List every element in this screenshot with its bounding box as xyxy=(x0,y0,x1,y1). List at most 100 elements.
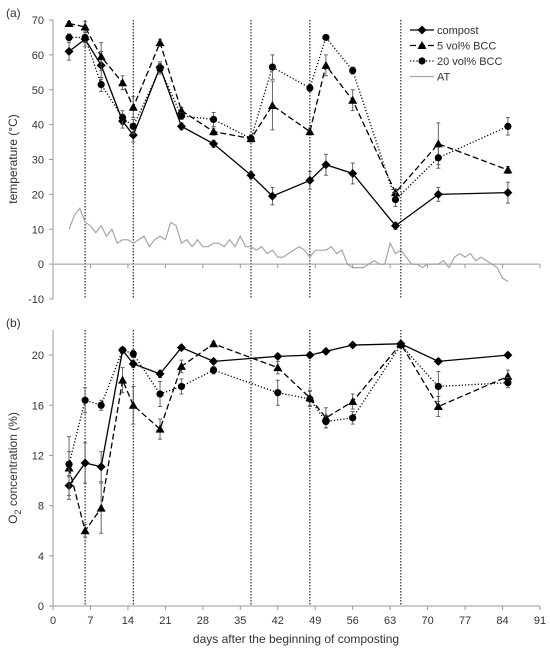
oxygen-point-20-vol-bcc xyxy=(97,401,105,409)
temperature-point-5-vol-bcc xyxy=(176,106,186,115)
temperature-point-compost xyxy=(348,168,358,178)
oxygen-point-5-vol-bcc xyxy=(96,503,106,512)
temperature-line-at xyxy=(68,207,509,283)
panel-a-label: (a) xyxy=(6,6,21,20)
oxygen-point-compost xyxy=(80,458,90,468)
oxygen-point-20-vol-bcc xyxy=(306,395,314,403)
temperature-point-20-vol-bcc xyxy=(177,112,186,120)
oxygen-point-5-vol-bcc xyxy=(348,397,358,406)
temperature-point-5-vol-bcc xyxy=(391,188,401,197)
legend-marker-20-vol-bcc xyxy=(418,57,426,65)
oxygen-point-5-vol-bcc xyxy=(433,402,443,411)
temperature-point-5-vol-bcc xyxy=(348,95,358,104)
oxygen-series-5-vol-bcc xyxy=(64,339,513,538)
temperature-y-tick-label: 10 xyxy=(32,224,44,236)
temperature-point-5-vol-bcc xyxy=(80,22,90,31)
x-tick-label: 42 xyxy=(272,615,284,627)
oxygen-plot-area xyxy=(64,339,513,538)
temperature-point-5-vol-bcc xyxy=(267,100,277,109)
oxygen-point-20-vol-bcc xyxy=(434,382,442,391)
temperature-point-5-vol-bcc xyxy=(321,60,331,69)
temperature-line-20-vol-bcc xyxy=(69,36,509,201)
oxygen-point-5-vol-bcc xyxy=(128,400,138,409)
temperature-plot-area xyxy=(64,20,513,283)
temperature-point-compost xyxy=(433,189,443,199)
oxygen-y-tick-label: 0 xyxy=(38,601,44,613)
oxygen-point-5-vol-bcc xyxy=(118,375,128,384)
temperature-point-5-vol-bcc xyxy=(64,20,74,27)
temperature-point-20-vol-bcc xyxy=(306,84,314,92)
oxygen-y-tick-label: 4 xyxy=(38,551,44,563)
x-tick-label: 77 xyxy=(459,615,471,627)
legend-label-at: AT xyxy=(437,72,451,84)
temperature-point-compost xyxy=(64,46,74,56)
temperature-point-compost xyxy=(128,130,138,140)
oxygen-point-compost xyxy=(273,351,283,361)
x-tick-label: 70 xyxy=(421,615,433,627)
legend-marker-5-vol-bcc xyxy=(417,41,427,49)
oxygen-point-compost xyxy=(503,350,513,360)
oxygen-point-5-vol-bcc xyxy=(80,526,90,535)
oxygen-point-5-vol-bcc xyxy=(176,361,186,370)
temperature-y-tick-label: -10 xyxy=(28,294,44,306)
x-tick-label: 63 xyxy=(384,615,396,627)
temperature-point-20-vol-bcc xyxy=(97,80,105,89)
temperature-line-5-vol-bcc xyxy=(68,22,509,194)
temperature-point-20-vol-bcc xyxy=(391,196,400,204)
temperature-y-tick-label: 20 xyxy=(32,189,44,201)
x-tick-label: 49 xyxy=(309,615,321,627)
x-tick-label: 84 xyxy=(496,615,508,627)
oxygen-point-compost xyxy=(305,350,315,360)
legend-label-5-vol-bcc: 5 vol% BCC xyxy=(437,41,496,53)
temperature-point-20-vol-bcc xyxy=(129,122,137,130)
oxygen-point-20-vol-bcc xyxy=(156,390,164,398)
temperature-point-20-vol-bcc xyxy=(65,33,73,42)
temperature-point-5-vol-bcc xyxy=(118,78,128,87)
oxygen-point-20-vol-bcc xyxy=(177,382,186,391)
temperature-point-20-vol-bcc xyxy=(209,115,218,123)
temperature-point-compost xyxy=(321,160,331,170)
temperature-axis-label: temperature (°C) xyxy=(6,114,20,204)
temperature-series-5-vol-bcc xyxy=(64,20,513,197)
temperature-point-compost xyxy=(246,170,256,180)
temperature-line-compost xyxy=(68,38,508,227)
temperature-y-tick-label: 30 xyxy=(32,155,44,167)
legend-label-compost: compost xyxy=(437,25,479,37)
temperature-point-20-vol-bcc xyxy=(118,114,127,122)
temperature-y-tick-label: 40 xyxy=(32,120,44,132)
x-tick-label: 14 xyxy=(122,615,134,627)
temperature-point-20-vol-bcc xyxy=(268,63,277,71)
oxygen-point-5-vol-bcc xyxy=(273,363,283,372)
oxygen-point-compost xyxy=(321,346,331,356)
oxygen-y-tick-label: 20 xyxy=(32,350,44,362)
temperature-y-tick-label: 70 xyxy=(32,15,44,27)
oxygen-panel: (b) 0 4 8 12 16 20 O2 concentration (%) 0 7 14 2… xyxy=(6,316,546,646)
temperature-point-20-vol-bcc xyxy=(504,122,512,130)
legend-label-20-vol-bcc: 20 vol% BCC xyxy=(437,56,502,68)
temperature-point-5-vol-bcc xyxy=(433,139,443,148)
temperature-point-compost xyxy=(391,221,401,231)
temperature-point-5-vol-bcc xyxy=(305,127,315,136)
oxygen-point-20-vol-bcc xyxy=(81,396,89,404)
oxygen-y-tick-label: 8 xyxy=(38,501,44,513)
temperature-point-5-vol-bcc xyxy=(96,52,106,61)
temperature-point-20-vol-bcc xyxy=(434,154,442,162)
oxygen-point-20-vol-bcc xyxy=(65,460,73,468)
legend-marker-compost xyxy=(417,25,427,35)
oxygen-point-20-vol-bcc xyxy=(504,379,512,387)
x-tick-label: 21 xyxy=(159,615,171,627)
oxygen-y-tick-label: 12 xyxy=(32,450,44,462)
oxygen-point-20-vol-bcc xyxy=(274,389,282,397)
panel-b-label: (b) xyxy=(6,316,21,330)
x-tick-label: 7 xyxy=(87,615,93,627)
temperature-point-compost xyxy=(503,188,513,198)
temperature-point-20-vol-bcc xyxy=(322,33,330,42)
temperature-point-5-vol-bcc xyxy=(503,165,513,174)
temperature-point-20-vol-bcc xyxy=(156,65,164,73)
temperature-point-compost xyxy=(305,175,315,185)
temperature-point-compost xyxy=(267,191,277,201)
oxygen-point-compost xyxy=(176,343,186,353)
oxygen-point-20-vol-bcc xyxy=(397,341,405,349)
